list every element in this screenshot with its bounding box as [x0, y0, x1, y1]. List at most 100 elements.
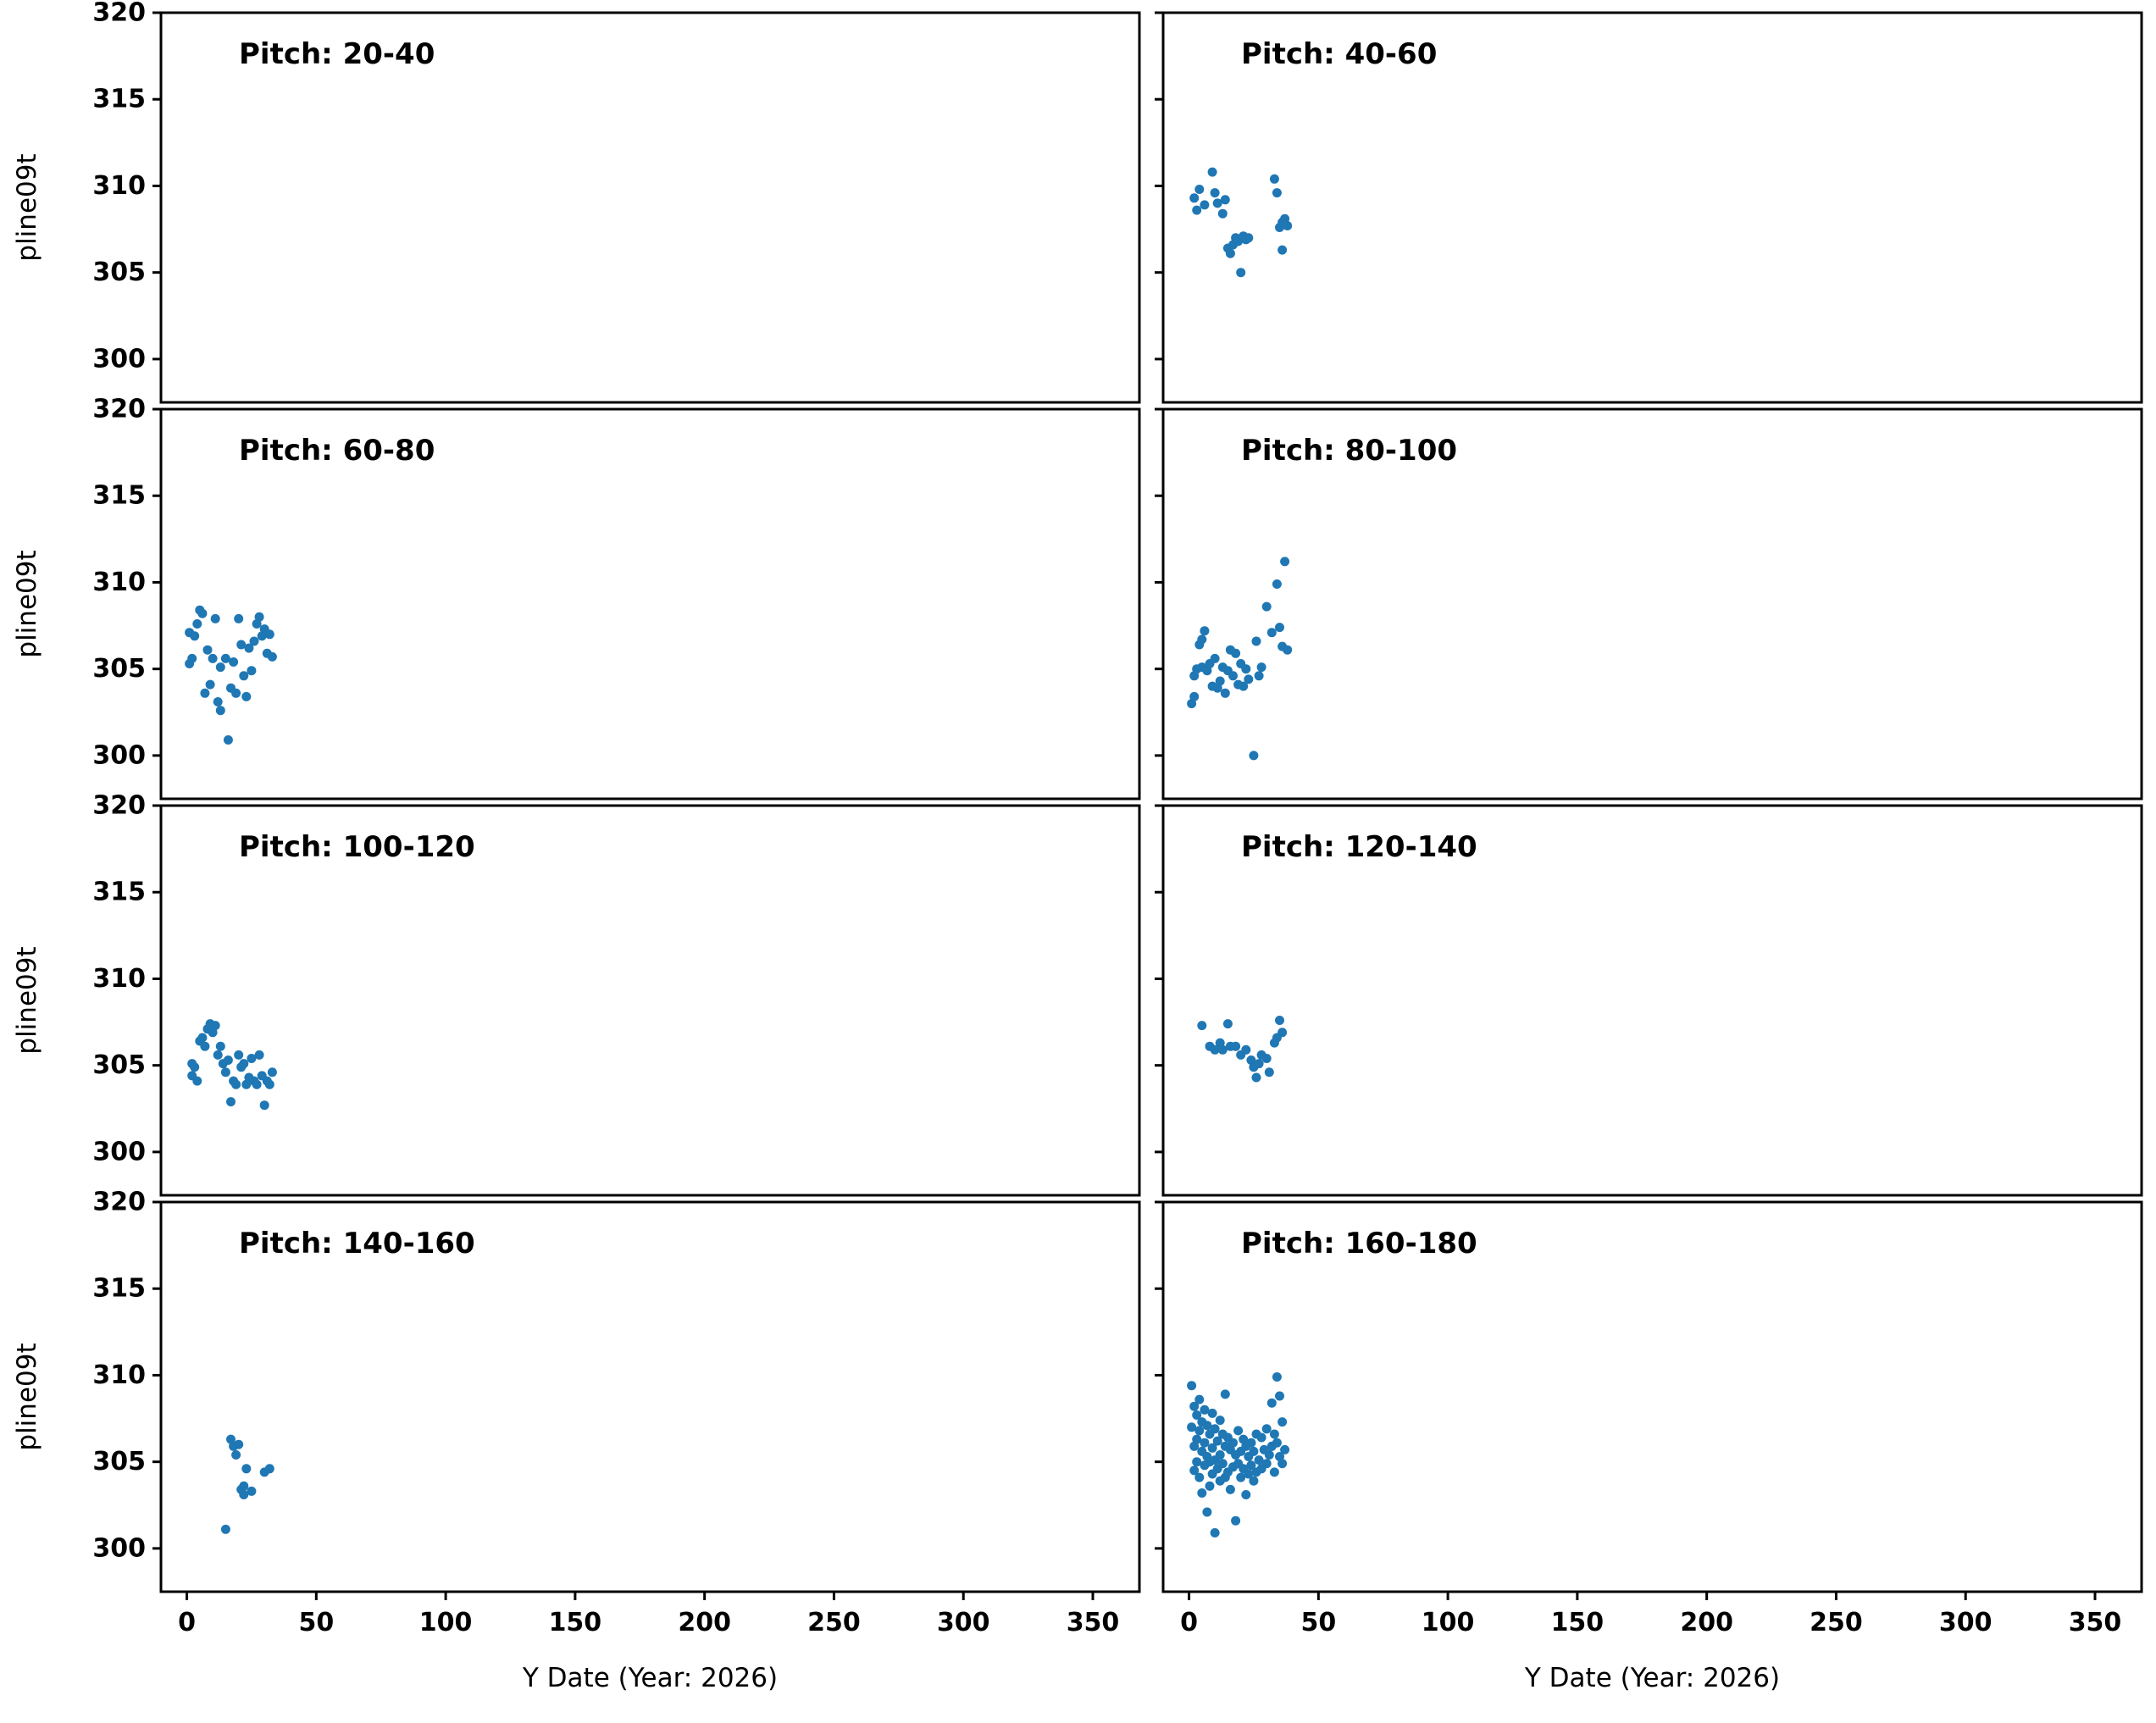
data-point: [1197, 1021, 1207, 1031]
y-tick-label: 320: [92, 791, 146, 821]
data-point: [1212, 1436, 1222, 1446]
data-point: [1192, 1410, 1202, 1420]
data-point: [1220, 1389, 1230, 1399]
y-tick-label: 315: [92, 878, 146, 907]
data-point: [1217, 208, 1228, 219]
data-point: [1231, 1041, 1241, 1051]
panel-border: [1161, 407, 2143, 801]
data-point: [1217, 1459, 1228, 1469]
data-point: [1272, 579, 1282, 589]
y-tick-label: 315: [92, 1274, 146, 1304]
panel-title: Pitch: 100-120: [239, 830, 475, 864]
data-point: [1207, 167, 1217, 177]
data-point: [249, 636, 259, 646]
data-point: [197, 1033, 208, 1043]
data-point: [1197, 634, 1207, 645]
data-point: [1269, 1429, 1279, 1439]
data-point: [1189, 691, 1200, 701]
x-tick-label: 100: [1422, 1608, 1475, 1637]
data-point: [1241, 1044, 1251, 1055]
x-tick-label: 0: [1180, 1608, 1198, 1637]
x-tick-label: 50: [1300, 1608, 1336, 1637]
data-point: [1225, 248, 1235, 258]
data-point: [252, 1079, 262, 1089]
data-point: [1200, 200, 1210, 210]
data-point: [1194, 1426, 1205, 1436]
data-point: [1275, 1016, 1284, 1025]
data-point: [1189, 1465, 1200, 1476]
y-axis-label: pline09t: [12, 550, 42, 657]
x-tick-label: 50: [298, 1608, 334, 1637]
data-point: [223, 1055, 233, 1065]
data-point: [200, 1041, 210, 1051]
x-tick-label: 250: [1810, 1608, 1863, 1637]
data-point: [1272, 1438, 1282, 1448]
x-tick-label: 0: [178, 1608, 196, 1637]
x-axis-label: Y Date (Year: 2026): [522, 1663, 778, 1693]
x-tick-label: 300: [1939, 1608, 1992, 1637]
panel-border: [1161, 11, 2143, 404]
data-point: [1192, 1434, 1202, 1444]
data-point: [1261, 1459, 1272, 1469]
data-point: [205, 679, 215, 690]
panel-title: Pitch: 40-60: [1241, 37, 1437, 71]
data-point: [1225, 1484, 1235, 1494]
data-point: [1200, 626, 1210, 636]
panel-border: [159, 11, 1141, 404]
y-tick-label: 310: [92, 964, 146, 994]
panel-title: Pitch: 20-40: [239, 37, 435, 71]
panel-border: [159, 1200, 1141, 1593]
data-point: [1256, 1432, 1266, 1443]
data-point: [1189, 193, 1200, 203]
panel-border: [1161, 804, 2143, 1197]
data-point: [1241, 1490, 1251, 1499]
data-point: [1246, 1438, 1256, 1448]
data-point: [1264, 1450, 1274, 1460]
panel-title: Pitch: 60-80: [239, 434, 435, 468]
data-point: [1205, 1481, 1215, 1491]
data-point: [254, 612, 264, 622]
y-tick-label: 300: [92, 740, 146, 770]
data-point: [1210, 1528, 1220, 1537]
x-tick-label: 150: [549, 1608, 602, 1637]
data-point: [215, 662, 225, 673]
data-point: [1215, 676, 1225, 686]
data-point: [1220, 688, 1230, 698]
data-point: [1210, 653, 1220, 663]
y-tick-label: 315: [92, 85, 146, 114]
data-point: [215, 706, 225, 716]
panel-title: Pitch: 140-160: [239, 1227, 475, 1260]
data-point: [192, 619, 202, 629]
data-point: [213, 1050, 223, 1060]
data-point: [1200, 1438, 1210, 1448]
data-point: [264, 629, 274, 640]
data-point: [1278, 1028, 1288, 1038]
data-point: [1254, 1455, 1264, 1465]
data-point: [234, 1439, 244, 1449]
data-point: [241, 691, 252, 701]
y-axis-label: pline09t: [12, 153, 42, 261]
data-point: [1266, 1398, 1277, 1408]
data-point: [200, 688, 210, 698]
y-tick-label: 310: [92, 568, 146, 597]
x-tick-label: 350: [2069, 1608, 2122, 1637]
data-point: [244, 643, 254, 653]
data-point: [1275, 1391, 1284, 1401]
data-point: [1217, 1044, 1228, 1055]
data-point: [1220, 195, 1230, 205]
data-point: [1215, 1450, 1225, 1460]
data-point: [1192, 1457, 1202, 1467]
data-point: [210, 613, 220, 623]
x-tick-label: 100: [419, 1608, 473, 1637]
data-point: [1202, 1421, 1212, 1431]
x-tick-label: 150: [1551, 1608, 1605, 1637]
data-point: [1187, 1381, 1197, 1391]
data-point: [264, 1079, 274, 1089]
y-tick-label: 305: [92, 258, 146, 287]
data-point: [1194, 185, 1205, 194]
data-point: [1264, 1067, 1274, 1078]
data-point: [259, 1100, 269, 1111]
data-point: [223, 735, 233, 745]
